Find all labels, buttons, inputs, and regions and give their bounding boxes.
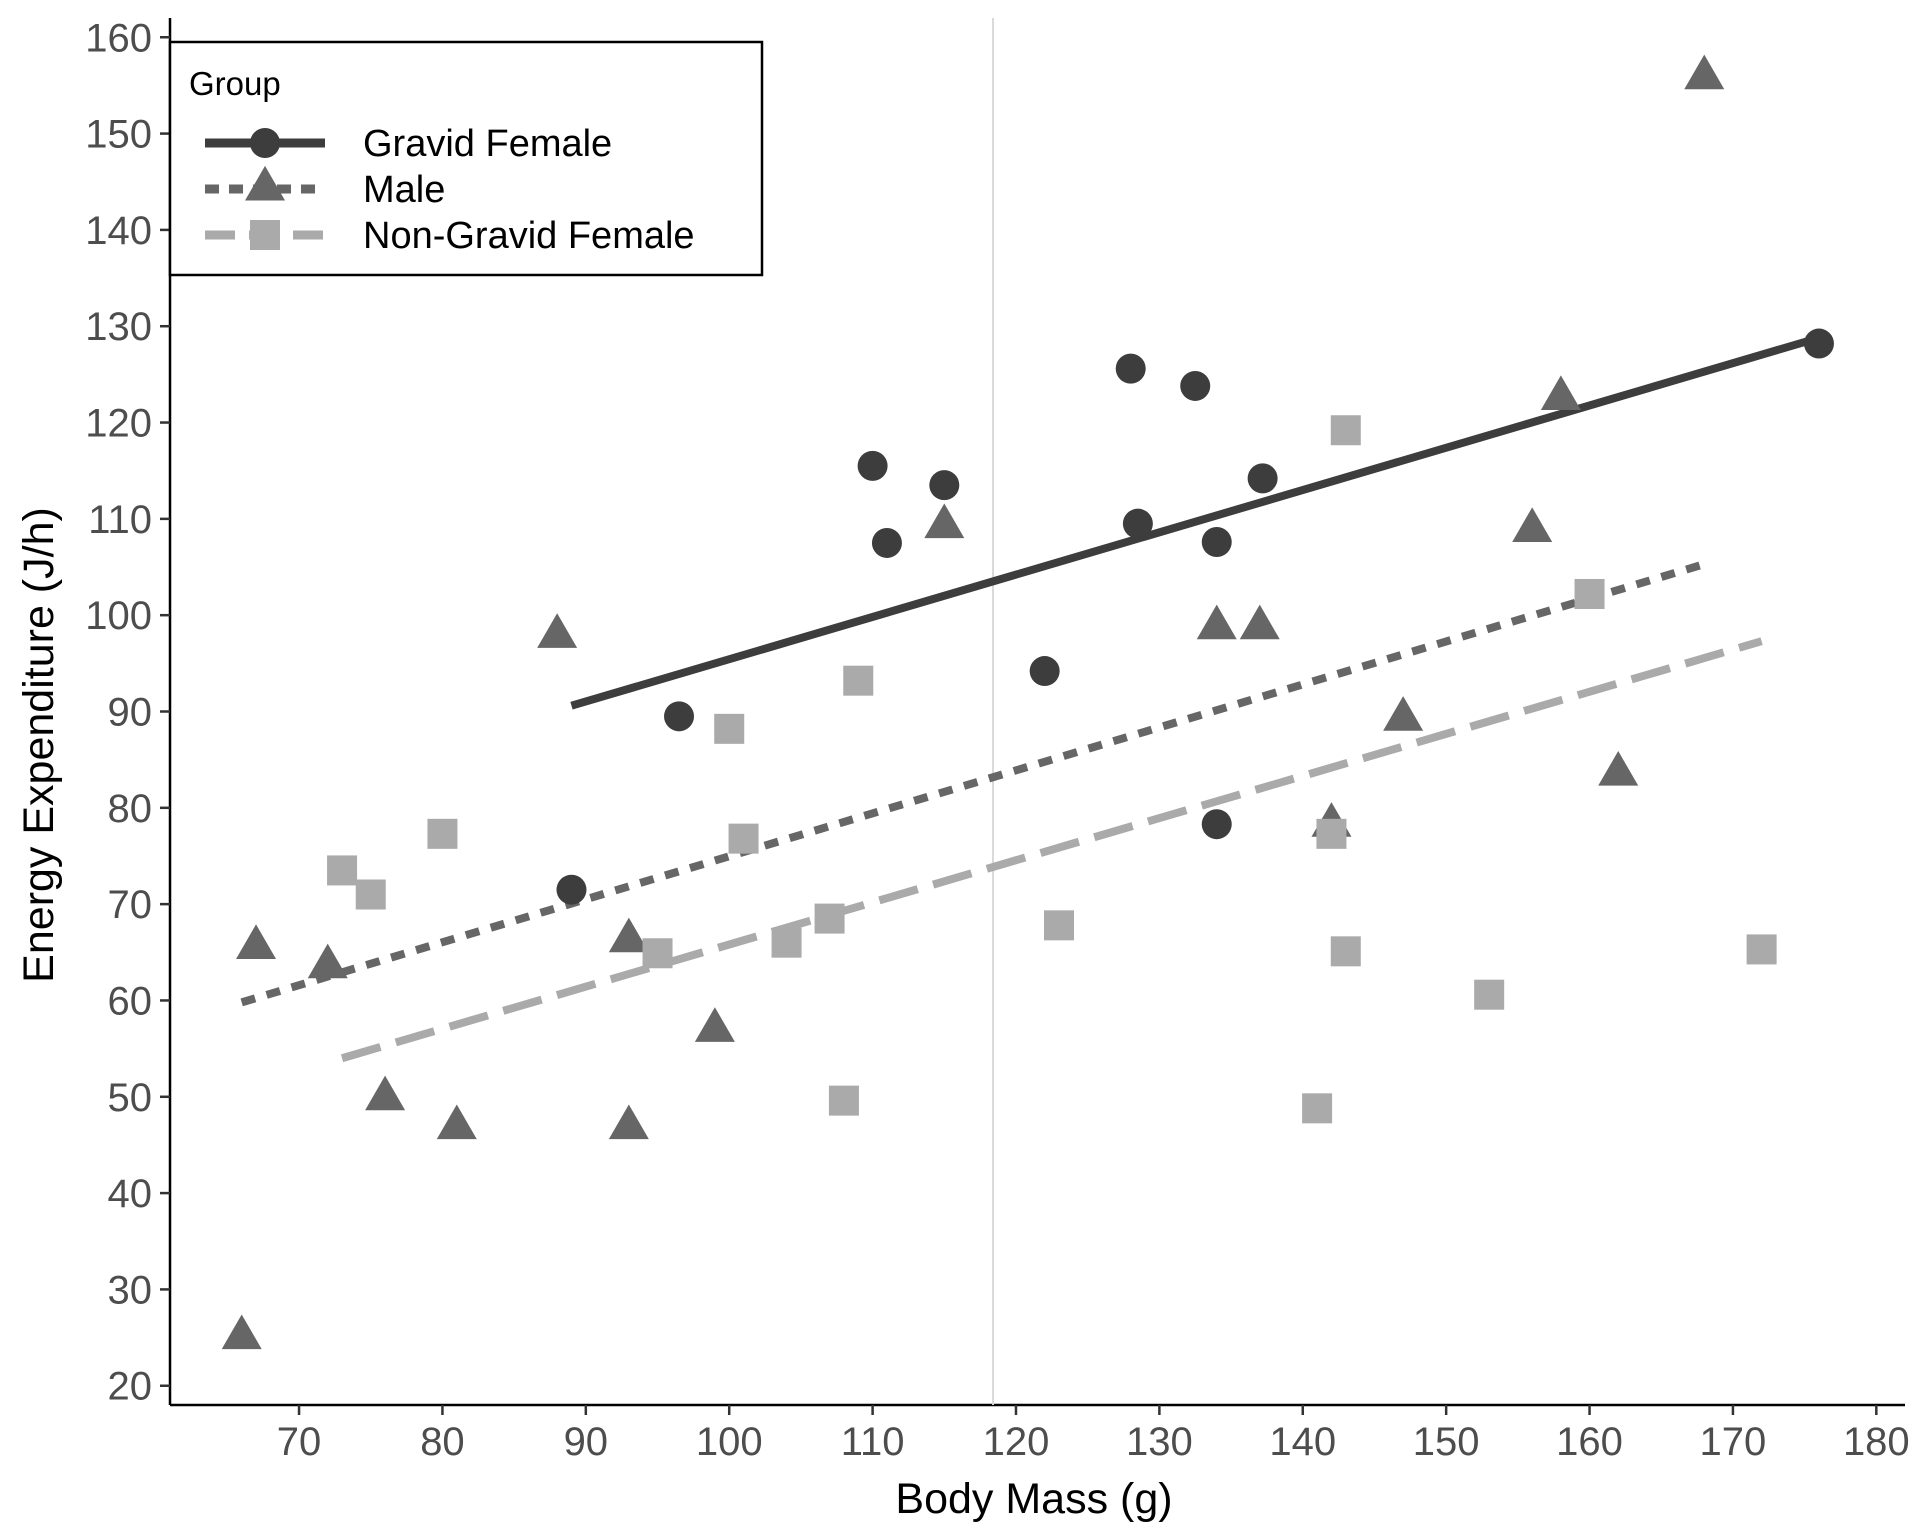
point-non-gravid-female: [1746, 934, 1777, 965]
x-tick-label: 130: [1126, 1420, 1193, 1464]
x-tick-label: 70: [277, 1420, 322, 1464]
x-tick-label: 160: [1556, 1420, 1623, 1464]
trend-line-male: [240, 560, 1706, 1007]
point-non-gravid-female: [355, 879, 386, 910]
x-tick-label: 170: [1700, 1420, 1767, 1464]
point-non-gravid-female: [1330, 415, 1361, 446]
y-tick-label: 20: [108, 1365, 153, 1409]
point-male: [537, 613, 578, 648]
point-gravid-female: [1122, 508, 1153, 539]
point-male: [236, 924, 277, 960]
trend-line-gravid-female: [570, 333, 1821, 710]
point-male: [608, 917, 649, 953]
legend-label-gravid-female: Gravid Female: [363, 123, 612, 165]
point-gravid-female: [871, 527, 902, 558]
point-gravid-female: [664, 701, 695, 732]
point-gravid-female: [929, 470, 960, 501]
y-tick-label: 120: [85, 402, 152, 446]
y-tick-label: 50: [108, 1076, 153, 1120]
point-male: [1512, 507, 1553, 542]
point-non-gravid-female: [828, 1085, 859, 1116]
point-male: [1196, 604, 1237, 640]
point-non-gravid-female: [843, 665, 874, 696]
point-male: [608, 1104, 649, 1140]
legend-key-marker-male: [245, 165, 285, 201]
point-gravid-female: [556, 874, 587, 905]
point-gravid-female: [857, 450, 888, 481]
y-tick-label: 70: [108, 883, 153, 927]
x-axis-title: Body Mass (g): [895, 1475, 1172, 1523]
point-male: [924, 503, 965, 539]
point-male: [694, 1007, 735, 1042]
point-non-gravid-female: [714, 713, 745, 744]
trend-lines: [240, 333, 1821, 1063]
point-non-gravid-female: [1316, 818, 1347, 849]
point-non-gravid-female: [1330, 936, 1361, 967]
point-male: [221, 1314, 262, 1350]
point-gravid-female: [1201, 526, 1232, 557]
x-tick-label: 110: [841, 1420, 905, 1464]
y-tick-label: 130: [85, 305, 152, 349]
y-tick-label: 110: [88, 498, 152, 542]
point-non-gravid-female: [728, 823, 759, 854]
point-gravid-female: [1115, 353, 1146, 384]
x-tick-label: 100: [696, 1420, 763, 1464]
y-tick-label: 60: [108, 979, 153, 1023]
y-tick-label: 160: [85, 16, 152, 60]
x-tick-label: 120: [983, 1420, 1050, 1464]
point-gravid-female: [1201, 809, 1232, 840]
y-axis-title: Energy Expenditure (J/h): [15, 507, 63, 983]
point-non-gravid-female: [1044, 910, 1075, 941]
y-tick-label: 140: [85, 209, 152, 253]
point-gravid-female: [1180, 370, 1211, 401]
point-male: [1598, 751, 1639, 786]
point-gravid-female: [1247, 463, 1278, 494]
point-male: [1684, 54, 1725, 90]
point-gravid-female: [1029, 656, 1060, 687]
point-male: [365, 1075, 406, 1111]
x-tick-label: 150: [1413, 1420, 1480, 1464]
point-non-gravid-female: [1302, 1093, 1333, 1124]
data-points: [221, 54, 1834, 1350]
point-non-gravid-female: [814, 903, 845, 934]
point-male: [1540, 375, 1581, 411]
x-tick-label: 140: [1269, 1420, 1336, 1464]
point-male: [1239, 604, 1280, 640]
legend-key-marker-non-gravid-female: [250, 220, 280, 250]
y-tick-label: 90: [108, 691, 153, 735]
point-male: [436, 1104, 477, 1140]
point-male: [307, 943, 348, 979]
legend-label-non-gravid-female: Non-Gravid Female: [363, 215, 695, 257]
x-tick-label: 90: [564, 1420, 609, 1464]
point-gravid-female: [1803, 328, 1834, 359]
point-non-gravid-female: [771, 927, 802, 958]
y-tick-label: 30: [108, 1268, 153, 1312]
point-non-gravid-female: [327, 855, 358, 886]
y-tick-label: 80: [108, 787, 153, 831]
y-tick-label: 150: [85, 113, 152, 157]
point-male: [1383, 696, 1424, 731]
y-tick-label: 100: [85, 594, 152, 638]
x-tick-label: 180: [1843, 1420, 1910, 1464]
axes: 70 80 90 100 110 120 130 140 150 160 170 180 20 30 40 5…: [85, 16, 1909, 1464]
y-tick-label: 40: [108, 1172, 153, 1216]
legend-label-male: Male: [363, 169, 445, 211]
point-non-gravid-female: [427, 818, 458, 849]
trend-line-non-gravid-female: [340, 637, 1763, 1063]
point-non-gravid-female: [1574, 578, 1605, 609]
legend-key-marker-gravid-female: [250, 128, 280, 158]
point-non-gravid-female: [1474, 979, 1505, 1010]
x-tick-label: 80: [420, 1420, 465, 1464]
legend-title: Group: [189, 65, 281, 102]
point-non-gravid-female: [642, 938, 673, 969]
